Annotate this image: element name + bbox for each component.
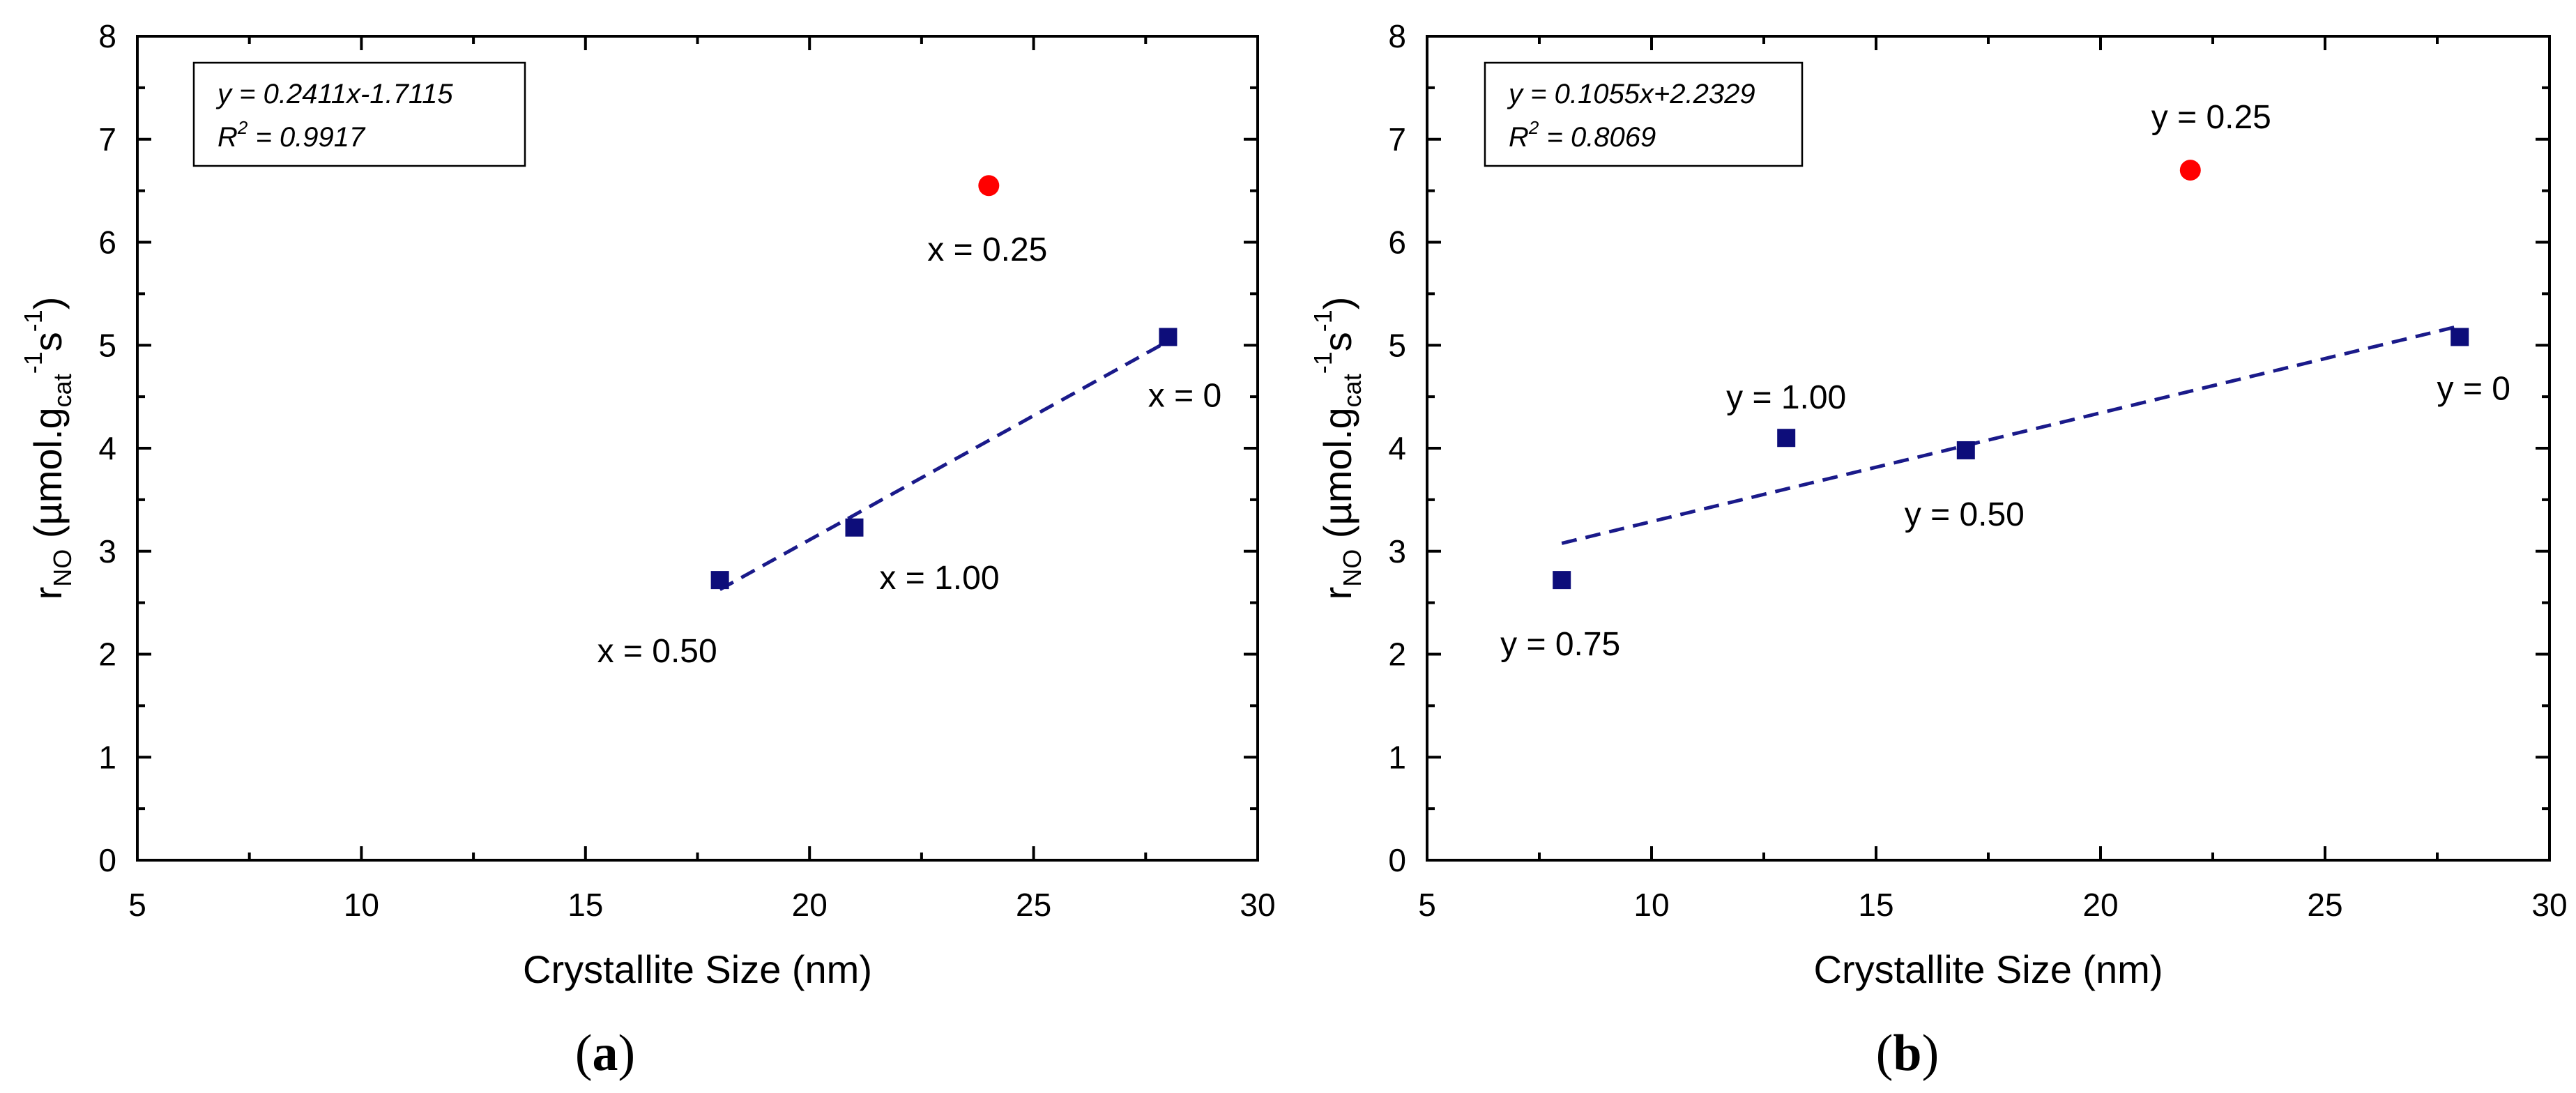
y-tick-label-a: 1 (98, 739, 116, 775)
y-tick-label-b: 6 (1388, 224, 1406, 261)
y-axis-label-b: rNO (µmol.gcat-1s-1) (1309, 297, 1366, 600)
panel-label-b: (b) (1876, 1025, 1939, 1082)
x-tick-label-b: 25 (2307, 887, 2342, 923)
point-label-b: y = 0.50 (1905, 496, 2025, 533)
y-tick-label-b: 8 (1388, 18, 1406, 54)
r-squared-exponent: 2 (237, 117, 248, 138)
y-tick-label-b: 3 (1388, 533, 1406, 570)
y-tick-label-a: 7 (98, 121, 116, 158)
y-tick-label-b: 7 (1388, 121, 1406, 158)
point-label-b: y = 0 (2437, 370, 2510, 407)
y-tick-label-b: 0 (1388, 842, 1406, 878)
panel-label-open: ( (575, 1025, 593, 1082)
y-tick-label-b: 4 (1388, 430, 1406, 466)
data-point-b (1956, 441, 1975, 459)
panel-label-letter: a (593, 1025, 618, 1082)
x-tick-label-a: 30 (1240, 887, 1275, 923)
x-tick-label-a: 20 (792, 887, 828, 923)
y-axis-label-unit-superscript: -1 (1309, 351, 1337, 374)
x-tick-label-a: 5 (128, 887, 146, 923)
y-axis-label-subscript: NO (1338, 549, 1366, 587)
fit-line-b (1561, 324, 2460, 545)
x-tick-label-a: 10 (344, 887, 379, 923)
point-label-b: y = 1.00 (1726, 379, 1846, 416)
point-label-a: x = 0.25 (927, 231, 1047, 268)
data-point-a (710, 571, 729, 590)
y-tick-label-b: 5 (1388, 327, 1406, 363)
equation-box-a (192, 61, 526, 167)
y-tick-label-b: 1 (1388, 739, 1406, 775)
y-tick-label-a: 4 (98, 430, 116, 466)
y-axis-label-unit-superscript: -1 (19, 351, 47, 374)
outlier-point-a (978, 175, 1000, 197)
panel-label-letter: b (1893, 1025, 1921, 1082)
y-axis-label-subscript: NO (48, 549, 77, 587)
chart-panel-b: 5 10 15 20 25 30 0 1 2 3 4 5 6 7 8 Crystallite Size (nm… (1309, 18, 2568, 1082)
x-tick-label-b: 20 (2082, 887, 2118, 923)
data-point-b (2451, 328, 2469, 346)
y-axis-label-unit-s: s (1316, 332, 1359, 351)
r-squared-exponent: 2 (1528, 117, 1539, 138)
y-axis-label-close: ) (26, 297, 70, 310)
y-axis-label-s-superscript: -1 (1309, 309, 1337, 332)
y-tick-label-a: 8 (98, 18, 116, 54)
r-squared-symbol: R (1509, 122, 1529, 153)
y-axis-label-base: r (26, 587, 70, 600)
point-label-a: x = 0 (1148, 377, 1221, 414)
y-axis-label-unit-subscript: cat (48, 374, 77, 407)
r-squared-a: R2 = 0.9917 (218, 117, 366, 153)
point-label-a: x = 1.00 (879, 560, 999, 597)
r-squared-symbol: R (218, 122, 238, 153)
panel-label-a: (a) (575, 1025, 635, 1082)
data-point-b (1777, 429, 1796, 448)
y-axis-label-s-superscript: -1 (19, 309, 47, 332)
y-axis-label-base: r (1316, 587, 1359, 600)
y-tick-label-a: 3 (98, 533, 116, 570)
x-tick-label-a: 15 (567, 887, 603, 923)
y-tick-label-b: 2 (1388, 636, 1406, 673)
r-squared-value: = 0.9917 (247, 122, 366, 153)
chart-panel-a: 5 10 15 20 25 30 0 1 2 3 4 5 6 7 8 Crystallite Size (nm… (19, 18, 1276, 1082)
x-tick-label-a: 25 (1016, 887, 1051, 923)
y-axis-label-a: rNO (µmol.gcat-1s-1) (19, 297, 77, 600)
r-squared-b: R2 = 0.8069 (1509, 117, 1656, 153)
data-point-a (1159, 328, 1178, 346)
fit-line-a (719, 339, 1169, 591)
point-label-a: x = 0.50 (597, 633, 717, 670)
y-axis-label-close: ) (1316, 297, 1359, 310)
y-tick-label-a: 6 (98, 224, 116, 261)
x-tick-label-b: 30 (2531, 887, 2567, 923)
panel-label-open: ( (1876, 1025, 1893, 1082)
x-axis-label-b: Crystallite Size (nm) (1814, 947, 2163, 991)
panel-label-close: ) (1922, 1025, 1939, 1082)
y-axis-label-unit-subscript: cat (1338, 374, 1366, 407)
fit-equation-a: y = 0.2411x-1.7115 (215, 79, 453, 109)
data-point-b (1553, 571, 1571, 590)
panel-label-close: ) (618, 1025, 636, 1082)
data-point-a (845, 518, 864, 537)
equation-box-b (1484, 61, 1804, 167)
x-tick-label-b: 10 (1633, 887, 1669, 923)
x-tick-label-b: 15 (1858, 887, 1893, 923)
outlier-point-b (2179, 160, 2201, 181)
y-axis-label-unit-s: s (26, 332, 70, 351)
y-axis-label-unit: (µmol.g (1316, 407, 1359, 549)
y-tick-label-a: 2 (98, 636, 116, 673)
y-axis-label-unit: (µmol.g (26, 407, 70, 549)
fit-equation-b: y = 0.1055x+2.2329 (1507, 79, 1755, 109)
y-tick-label-a: 0 (98, 842, 116, 878)
x-axis-label-a: Crystallite Size (nm) (523, 947, 872, 991)
point-label-b: y = 0.75 (1500, 626, 1620, 663)
r-squared-value: = 0.8069 (1539, 122, 1656, 153)
y-tick-label-a: 5 (98, 327, 116, 363)
x-tick-label-b: 5 (1418, 887, 1436, 923)
point-label-b: y = 0.25 (2151, 99, 2271, 136)
